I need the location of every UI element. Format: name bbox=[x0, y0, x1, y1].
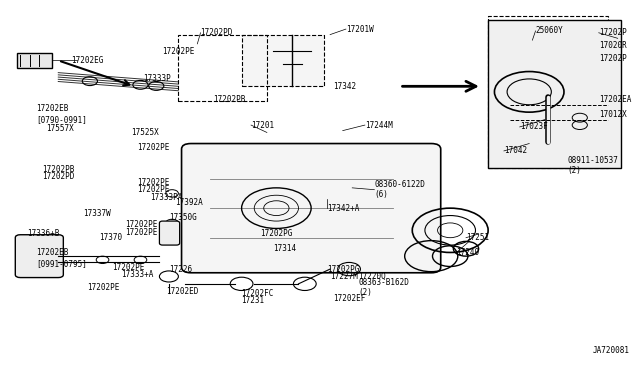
Text: 17202EB
[0991-0795]: 17202EB [0991-0795] bbox=[36, 248, 87, 268]
Text: 17202EA: 17202EA bbox=[599, 95, 631, 104]
Text: 17202PE: 17202PE bbox=[138, 143, 170, 152]
Text: 17202PB: 17202PB bbox=[213, 95, 246, 104]
Text: 17202PE: 17202PE bbox=[138, 185, 170, 194]
Text: 17202PD: 17202PD bbox=[42, 172, 75, 181]
Text: 17392A: 17392A bbox=[175, 198, 203, 207]
Text: 17202FC: 17202FC bbox=[241, 289, 274, 298]
Text: 25060Y: 25060Y bbox=[536, 26, 563, 35]
Text: 17350G: 17350G bbox=[169, 213, 196, 222]
Text: 17202PE: 17202PE bbox=[112, 263, 145, 272]
Bar bbox=[179, 35, 267, 101]
Text: 17231: 17231 bbox=[241, 296, 265, 305]
Text: 17202PE: 17202PE bbox=[125, 228, 157, 237]
Text: 17202P: 17202P bbox=[599, 28, 627, 37]
Text: 17202PG: 17202PG bbox=[260, 230, 293, 238]
Text: 17201W: 17201W bbox=[346, 25, 374, 33]
Text: 17314: 17314 bbox=[273, 244, 296, 253]
Bar bbox=[488, 16, 608, 167]
Text: 17240: 17240 bbox=[456, 248, 479, 257]
Text: 08360-6122D
(6): 08360-6122D (6) bbox=[374, 180, 425, 199]
Text: 17226: 17226 bbox=[169, 264, 192, 273]
Text: 08911-10537
(2): 08911-10537 (2) bbox=[567, 156, 618, 175]
Text: 17202PG: 17202PG bbox=[327, 264, 359, 273]
Text: JA720081: JA720081 bbox=[593, 346, 629, 355]
FancyBboxPatch shape bbox=[15, 235, 63, 278]
Text: 17202P: 17202P bbox=[599, 54, 627, 63]
Text: 17337W: 17337W bbox=[84, 209, 111, 218]
Text: 17220Q: 17220Q bbox=[358, 272, 387, 281]
Text: 17333PA: 17333PA bbox=[150, 193, 182, 202]
Text: 17525X: 17525X bbox=[131, 128, 159, 137]
Text: 17202ED: 17202ED bbox=[166, 287, 198, 296]
Bar bbox=[17, 53, 52, 68]
Bar bbox=[241, 35, 324, 86]
Text: 17042: 17042 bbox=[504, 147, 527, 155]
Text: 17020R: 17020R bbox=[599, 41, 627, 50]
FancyBboxPatch shape bbox=[182, 144, 441, 273]
Text: 17202PE: 17202PE bbox=[163, 47, 195, 56]
Text: 17333P: 17333P bbox=[143, 74, 172, 83]
Text: 17202PE: 17202PE bbox=[125, 220, 157, 229]
Text: 17201: 17201 bbox=[251, 121, 274, 129]
Text: 17244M: 17244M bbox=[365, 121, 392, 129]
Text: 17227M: 17227M bbox=[330, 272, 358, 281]
Text: 17023F: 17023F bbox=[520, 122, 547, 131]
Text: 17251: 17251 bbox=[466, 233, 489, 242]
Text: 17333+A: 17333+A bbox=[122, 270, 154, 279]
Text: 17336+B: 17336+B bbox=[27, 230, 59, 238]
Text: 17202PE: 17202PE bbox=[87, 283, 119, 292]
Text: 17370: 17370 bbox=[99, 233, 122, 242]
Text: 17202PB: 17202PB bbox=[42, 165, 75, 174]
Text: 17342: 17342 bbox=[333, 82, 356, 91]
Text: 17202EG: 17202EG bbox=[71, 56, 103, 65]
Text: 08363-B162D
(2): 08363-B162D (2) bbox=[358, 278, 410, 297]
Text: 17557X: 17557X bbox=[45, 124, 74, 133]
Text: 17202PE: 17202PE bbox=[138, 178, 170, 187]
Text: 17202EF: 17202EF bbox=[333, 294, 365, 303]
Text: 17202EB
[0790-0991]: 17202EB [0790-0991] bbox=[36, 104, 87, 124]
Text: 17202PD: 17202PD bbox=[200, 28, 233, 37]
Bar bbox=[488, 20, 621, 167]
Text: 17342+A: 17342+A bbox=[327, 203, 359, 213]
Text: 17012X: 17012X bbox=[599, 109, 627, 119]
FancyBboxPatch shape bbox=[159, 221, 180, 245]
